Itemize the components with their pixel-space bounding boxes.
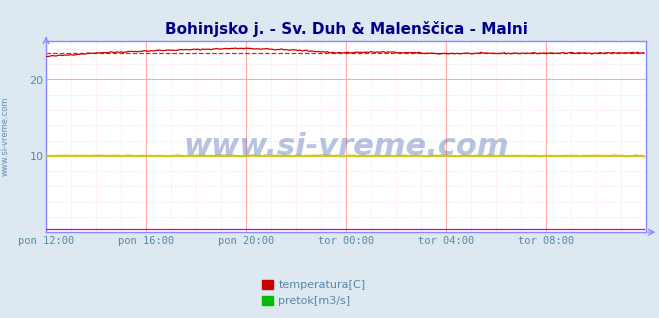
Text: www.si-vreme.com: www.si-vreme.com	[183, 132, 509, 161]
Title: Bohinjsko j. - Sv. Duh & Malenščica - Malni: Bohinjsko j. - Sv. Duh & Malenščica - Ma…	[165, 21, 527, 38]
Text: www.si-vreme.com: www.si-vreme.com	[1, 97, 10, 176]
